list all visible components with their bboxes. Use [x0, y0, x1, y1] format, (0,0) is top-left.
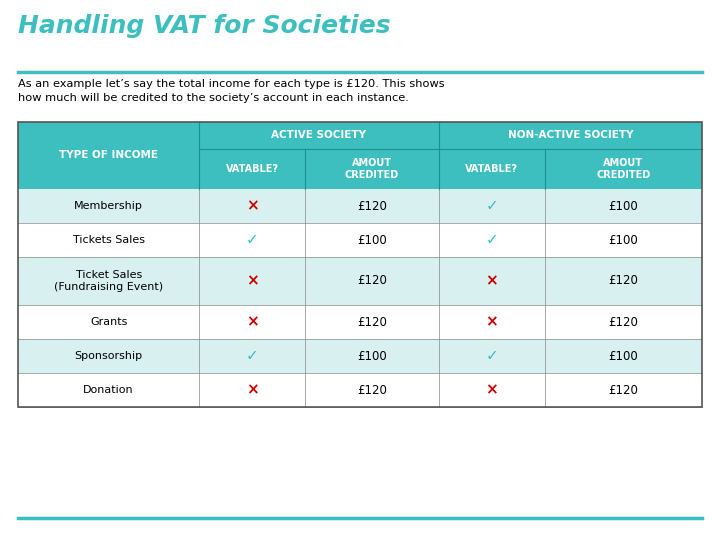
Text: ×: ×: [485, 314, 498, 329]
Text: £100: £100: [608, 233, 638, 246]
Text: £120: £120: [357, 274, 387, 287]
Bar: [18, 339, 702, 373]
Text: As an example let’s say the total income for each type is £120. This shows
how m: As an example let’s say the total income…: [18, 79, 445, 103]
Bar: [18, 223, 702, 257]
Text: ×: ×: [246, 199, 258, 213]
Text: AMOUT
CREDITED: AMOUT CREDITED: [596, 158, 650, 180]
Text: ×: ×: [485, 273, 498, 288]
Text: ✓: ✓: [246, 233, 258, 247]
Bar: [18, 189, 702, 223]
Text: Donation: Donation: [84, 385, 134, 395]
Text: £100: £100: [357, 233, 387, 246]
Text: £100: £100: [608, 199, 638, 213]
Text: TYPE OF INCOME: TYPE OF INCOME: [59, 151, 158, 160]
Text: ×: ×: [485, 382, 498, 397]
Text: Handling VAT for Societies: Handling VAT for Societies: [18, 14, 391, 38]
Text: £120: £120: [357, 199, 387, 213]
Text: ✓: ✓: [246, 348, 258, 363]
Text: £100: £100: [357, 349, 387, 362]
Text: ×: ×: [246, 382, 258, 397]
Text: £100: £100: [608, 349, 638, 362]
Text: ×: ×: [246, 314, 258, 329]
Text: £120: £120: [608, 274, 638, 287]
Text: NON-ACTIVE SOCIETY: NON-ACTIVE SOCIETY: [508, 131, 633, 140]
Text: ✓: ✓: [485, 233, 498, 247]
Bar: [18, 257, 702, 305]
Text: Sponsorship: Sponsorship: [75, 351, 143, 361]
Bar: [18, 373, 702, 407]
Bar: [18, 122, 702, 407]
Bar: [18, 305, 702, 339]
Text: ×: ×: [246, 273, 258, 288]
Text: VATABLE?: VATABLE?: [465, 164, 518, 174]
Text: Grants: Grants: [90, 317, 127, 327]
Text: £120: £120: [608, 315, 638, 328]
Text: £120: £120: [608, 383, 638, 396]
Text: £120: £120: [357, 383, 387, 396]
Text: Membership: Membership: [74, 201, 143, 211]
Bar: [18, 122, 702, 189]
Text: Ticket Sales
(Fundraising Event): Ticket Sales (Fundraising Event): [54, 270, 163, 292]
Text: £120: £120: [357, 315, 387, 328]
Text: ACTIVE SOCIETY: ACTIVE SOCIETY: [271, 131, 366, 140]
Text: VATABLE?: VATABLE?: [226, 164, 279, 174]
Text: ✓: ✓: [485, 348, 498, 363]
Text: ✓: ✓: [485, 199, 498, 213]
Text: Tickets Sales: Tickets Sales: [73, 235, 145, 245]
Text: AMOUT
CREDITED: AMOUT CREDITED: [345, 158, 399, 180]
